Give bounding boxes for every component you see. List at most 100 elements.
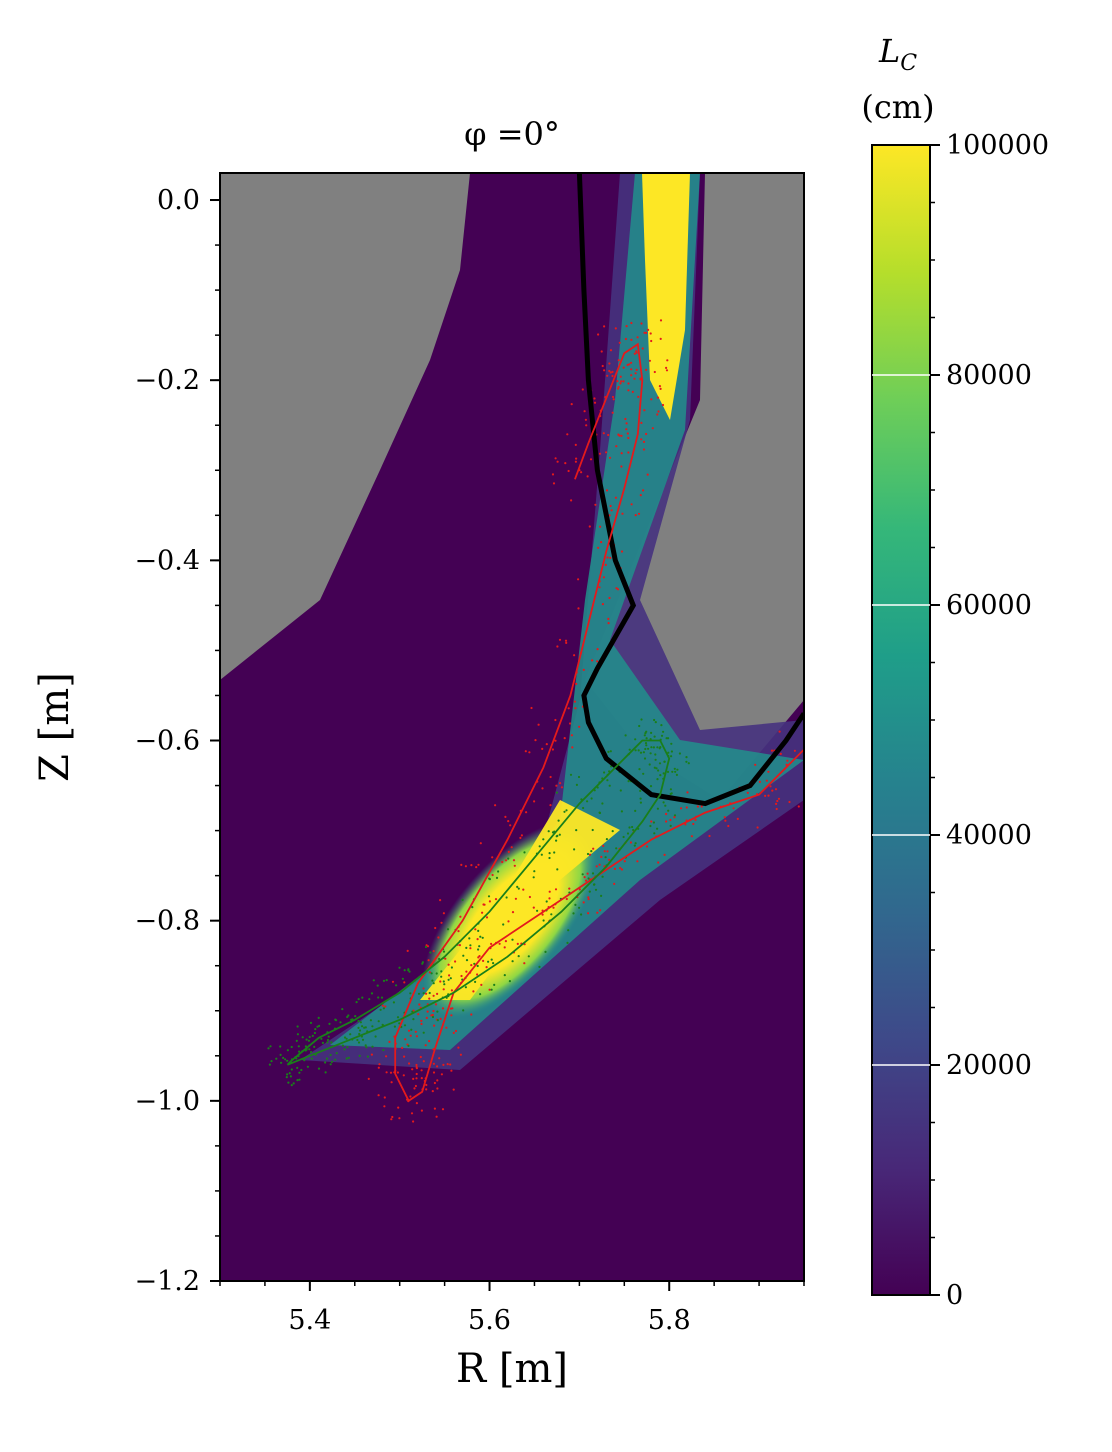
trace-point (422, 1031, 425, 1034)
trace-point (611, 411, 614, 414)
trace-point (286, 1073, 289, 1076)
trace-point (612, 398, 615, 401)
trace-point (597, 333, 600, 336)
trace-point (309, 1021, 313, 1024)
plot-title: φ =0° (464, 115, 560, 153)
trace-point (415, 1102, 418, 1105)
trace-point (495, 876, 499, 880)
trace-point (420, 1077, 423, 1080)
trace-point (639, 789, 642, 793)
trace-point (431, 979, 434, 982)
trace-point (630, 503, 633, 506)
y-tick-label: −0.4 (134, 545, 200, 576)
trace-point (334, 1058, 337, 1061)
trace-point (534, 739, 537, 742)
trace-point (321, 1041, 324, 1044)
trace-point (767, 794, 770, 797)
trace-point (554, 718, 557, 722)
trace-point (317, 1016, 320, 1020)
trace-point (458, 944, 461, 947)
trace-point (643, 331, 646, 334)
trace-point (588, 890, 591, 893)
trace-point (469, 947, 472, 950)
trace-point (550, 913, 553, 916)
trace-point (657, 410, 660, 413)
trace-point (508, 980, 511, 983)
trace-point (425, 992, 428, 995)
trace-point (538, 965, 541, 969)
trace-point (586, 872, 589, 875)
trace-point (279, 1045, 282, 1048)
trace-point (649, 824, 652, 828)
trace-point (359, 1021, 362, 1024)
trace-point (533, 800, 536, 803)
trace-point (673, 814, 677, 817)
red-field-line (394, 342, 804, 1103)
trace-point (604, 856, 607, 859)
trace-point (286, 1049, 289, 1052)
trace-point (607, 433, 610, 437)
trace-point (658, 762, 662, 765)
trace-point (493, 983, 496, 987)
trace-point (666, 359, 669, 362)
trace-point (425, 1088, 428, 1091)
y-tick-label: −1.0 (134, 1086, 200, 1117)
trace-point (345, 1057, 348, 1060)
trace-point (631, 390, 634, 393)
trace-point (560, 786, 564, 789)
trace-point (297, 1045, 300, 1048)
trace-point (382, 979, 386, 983)
trace-point (441, 1007, 445, 1010)
trace-point (511, 960, 514, 963)
trace-point (658, 385, 662, 388)
trace-point (371, 1025, 374, 1028)
trace-point (477, 948, 480, 951)
trace-point (470, 864, 473, 867)
trace-point (527, 955, 530, 958)
trace-point (507, 857, 510, 860)
trace-point (554, 457, 557, 460)
trace-point (653, 370, 656, 374)
trace-point (606, 779, 609, 782)
trace-point (645, 331, 648, 334)
x-tick-label: 5.8 (648, 1305, 691, 1336)
trace-point (479, 993, 482, 996)
trace-point (674, 770, 677, 773)
trace-point (507, 850, 510, 854)
trace-point (602, 432, 605, 435)
trace-point (346, 1046, 349, 1049)
trace-point (581, 388, 584, 391)
trace-point (603, 771, 606, 774)
trace-point (684, 823, 687, 826)
trace-point (656, 827, 659, 830)
trace-point (611, 370, 614, 373)
trace-point (324, 1061, 327, 1064)
trace-point (632, 828, 635, 832)
trace-point (656, 778, 659, 781)
trace-point (601, 603, 605, 606)
trace-point (708, 834, 711, 838)
scatter-points (267, 319, 800, 1123)
trace-point (454, 1029, 458, 1033)
trace-point (390, 1118, 393, 1121)
trace-point (513, 864, 516, 867)
trace-point (457, 930, 460, 933)
trace-point (586, 475, 589, 478)
trace-point (357, 998, 360, 1001)
trace-point (774, 788, 778, 791)
trace-point (425, 1083, 428, 1087)
trace-point (357, 1041, 361, 1044)
trace-point (662, 730, 665, 733)
trace-point (645, 845, 649, 848)
trace-point (379, 1008, 382, 1011)
trace-point (530, 706, 533, 710)
y-axis-label: Z [m] (32, 672, 78, 782)
trace-point (627, 451, 630, 454)
trace-point (642, 751, 646, 754)
trace-point (420, 1109, 423, 1112)
trace-point (643, 409, 646, 412)
trace-point (643, 734, 646, 737)
trace-point (633, 844, 636, 847)
trace-point (620, 868, 624, 871)
trace-point (583, 410, 586, 413)
